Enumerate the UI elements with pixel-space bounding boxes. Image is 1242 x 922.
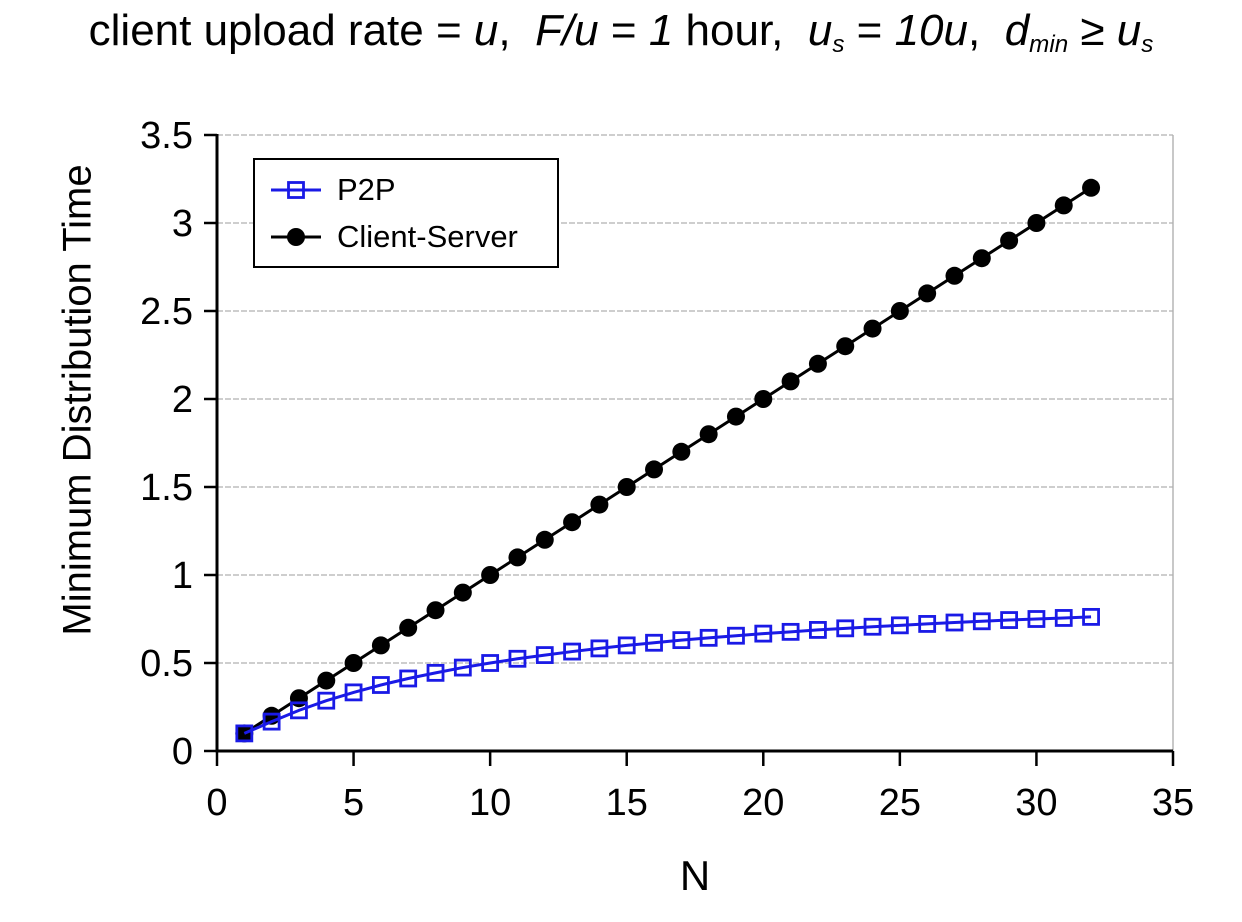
- svg-text:2: 2: [172, 379, 193, 421]
- svg-text:25: 25: [879, 782, 921, 824]
- legend-label-client-server: Client-Server: [337, 218, 518, 254]
- svg-text:0.5: 0.5: [140, 643, 193, 685]
- svg-text:3: 3: [172, 203, 193, 245]
- chart-title: client upload rate = u, F/u = 1 hour, us…: [88, 6, 1154, 59]
- legend-label-p2p: P2P: [337, 171, 396, 207]
- svg-text:3.5: 3.5: [140, 115, 193, 157]
- svg-text:5: 5: [343, 782, 364, 824]
- p2p-marker-icon: [271, 180, 321, 199]
- svg-text:35: 35: [1152, 782, 1194, 824]
- svg-text:0: 0: [206, 782, 227, 824]
- x-axis-title: N: [679, 852, 711, 899]
- svg-text:1: 1: [172, 555, 193, 597]
- legend-item-p2p: P2P: [271, 172, 541, 208]
- svg-text:20: 20: [742, 782, 784, 824]
- svg-text:30: 30: [1015, 782, 1057, 824]
- legend-item-client-server: Client-Server: [271, 219, 541, 255]
- svg-text:2.5: 2.5: [140, 291, 193, 333]
- legend: P2P Client-Server: [253, 158, 559, 268]
- svg-text:0: 0: [172, 731, 193, 773]
- svg-text:1.5: 1.5: [140, 467, 193, 509]
- svg-text:10: 10: [469, 782, 511, 824]
- client-server-marker-icon: [271, 227, 321, 246]
- svg-text:15: 15: [606, 782, 648, 824]
